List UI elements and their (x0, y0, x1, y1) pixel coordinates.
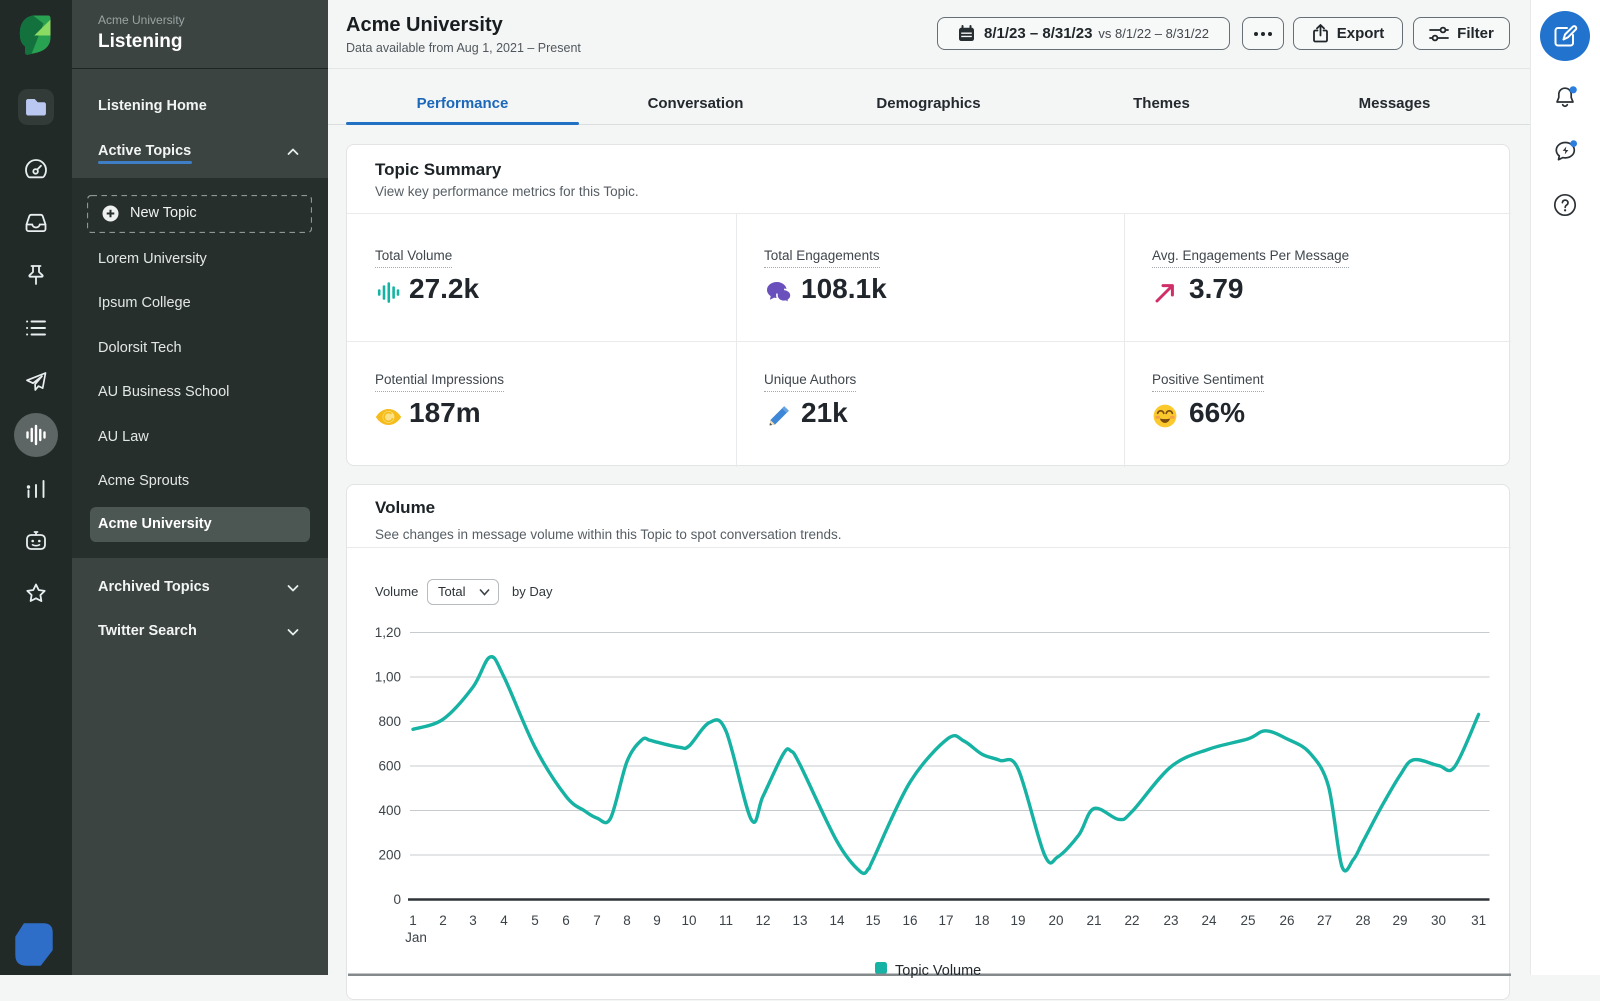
svg-text:13: 13 (792, 913, 807, 928)
svg-text:Jan: Jan (405, 930, 427, 945)
svg-text:23: 23 (1163, 913, 1178, 928)
svg-text:10: 10 (681, 913, 696, 928)
svg-text:2: 2 (439, 913, 447, 928)
svg-text:600: 600 (378, 759, 401, 774)
svg-text:1: 1 (409, 913, 417, 928)
svg-text:16: 16 (902, 913, 917, 928)
svg-text:30: 30 (1431, 913, 1446, 928)
svg-text:27: 27 (1317, 913, 1332, 928)
svg-text:22: 22 (1124, 913, 1139, 928)
svg-text:9: 9 (653, 913, 661, 928)
svg-text:8: 8 (623, 913, 631, 928)
svg-text:17: 17 (938, 913, 953, 928)
svg-text:25: 25 (1240, 913, 1255, 928)
svg-text:21: 21 (1086, 913, 1101, 928)
svg-text:19: 19 (1010, 913, 1025, 928)
svg-text:1,20: 1,20 (375, 625, 401, 640)
svg-text:24: 24 (1201, 913, 1217, 928)
svg-text:Topic Volume: Topic Volume (895, 963, 981, 979)
svg-text:4: 4 (500, 913, 508, 928)
svg-text:29: 29 (1392, 913, 1407, 928)
svg-text:26: 26 (1279, 913, 1294, 928)
svg-text:7: 7 (593, 913, 601, 928)
svg-text:0: 0 (393, 892, 401, 907)
svg-text:400: 400 (378, 803, 401, 818)
svg-text:5: 5 (531, 913, 539, 928)
svg-text:800: 800 (378, 714, 401, 729)
svg-text:14: 14 (829, 913, 845, 928)
svg-text:15: 15 (865, 913, 880, 928)
svg-text:20: 20 (1048, 913, 1063, 928)
svg-text:11: 11 (719, 913, 733, 928)
svg-text:3: 3 (469, 913, 477, 928)
svg-text:31: 31 (1471, 913, 1486, 928)
svg-text:12: 12 (755, 913, 770, 928)
svg-text:18: 18 (974, 913, 989, 928)
svg-text:200: 200 (378, 848, 401, 863)
svg-text:28: 28 (1355, 913, 1370, 928)
svg-text:1,00: 1,00 (375, 670, 401, 685)
svg-text:6: 6 (562, 913, 570, 928)
